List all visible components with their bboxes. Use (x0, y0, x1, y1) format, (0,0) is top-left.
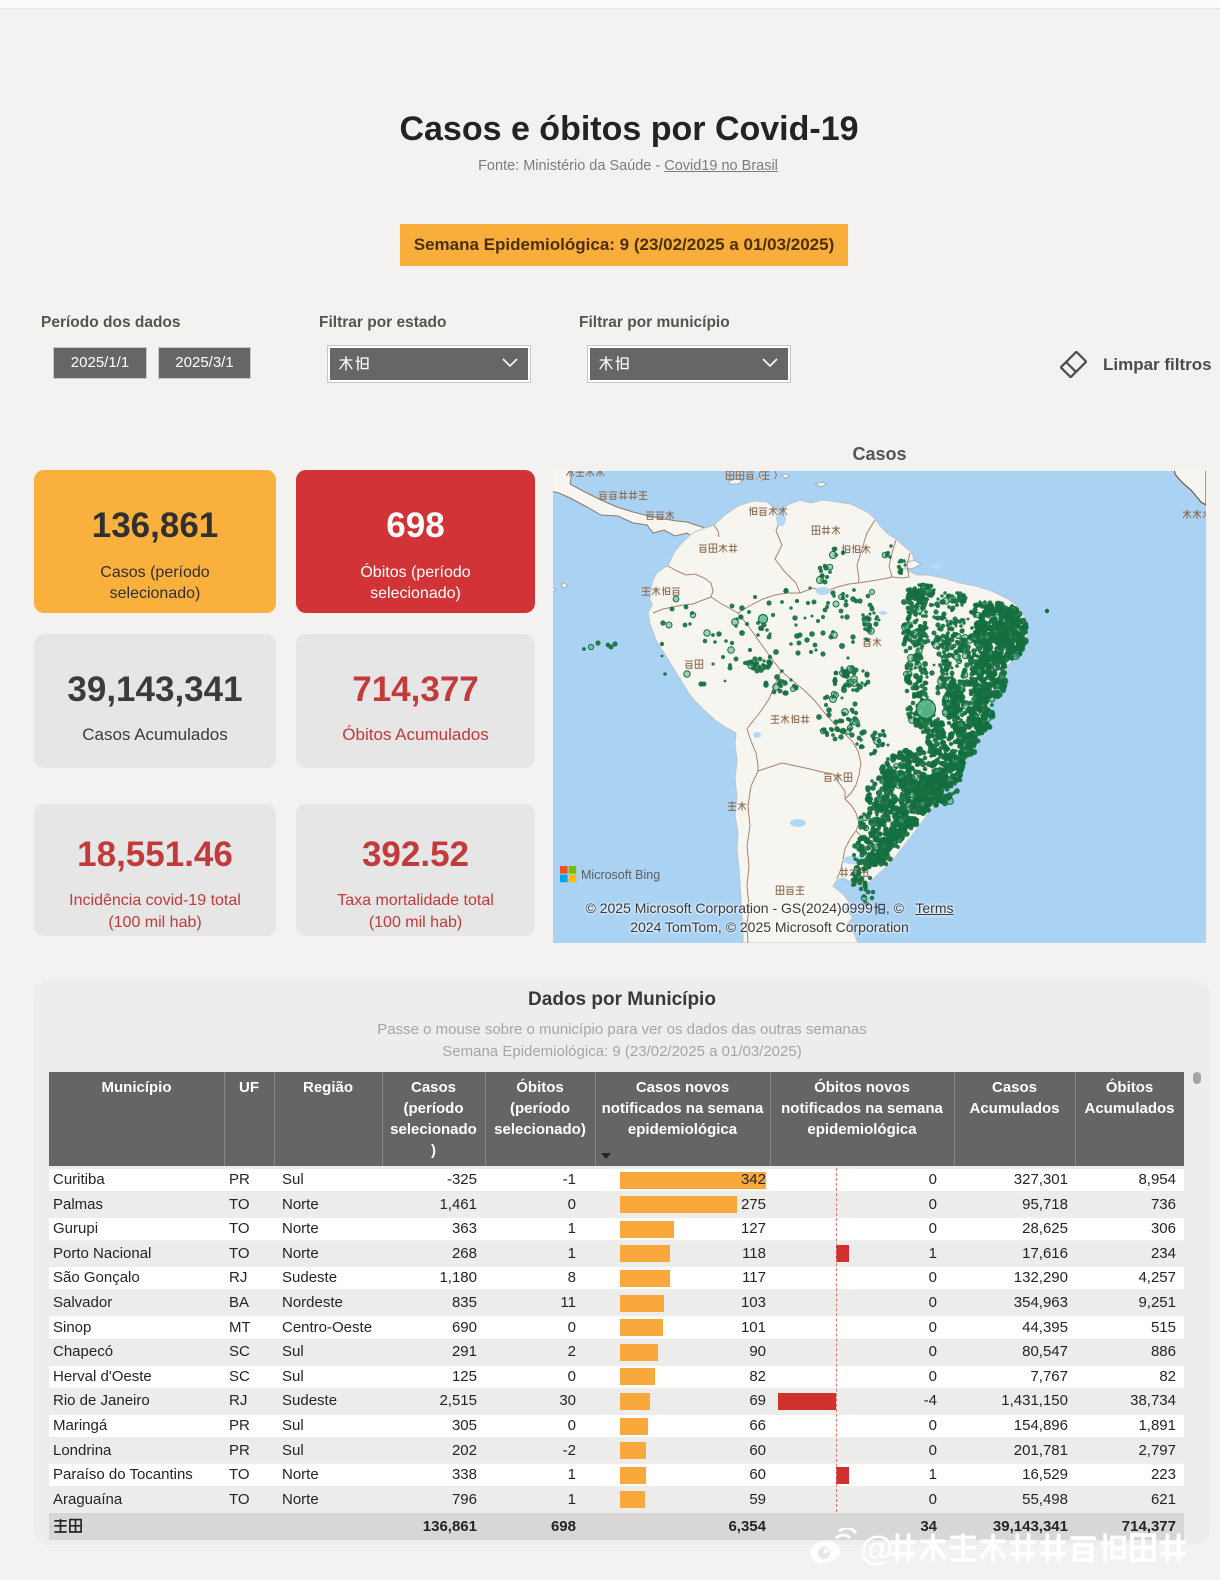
svg-text:Microsoft Bing: Microsoft Bing (581, 868, 660, 882)
